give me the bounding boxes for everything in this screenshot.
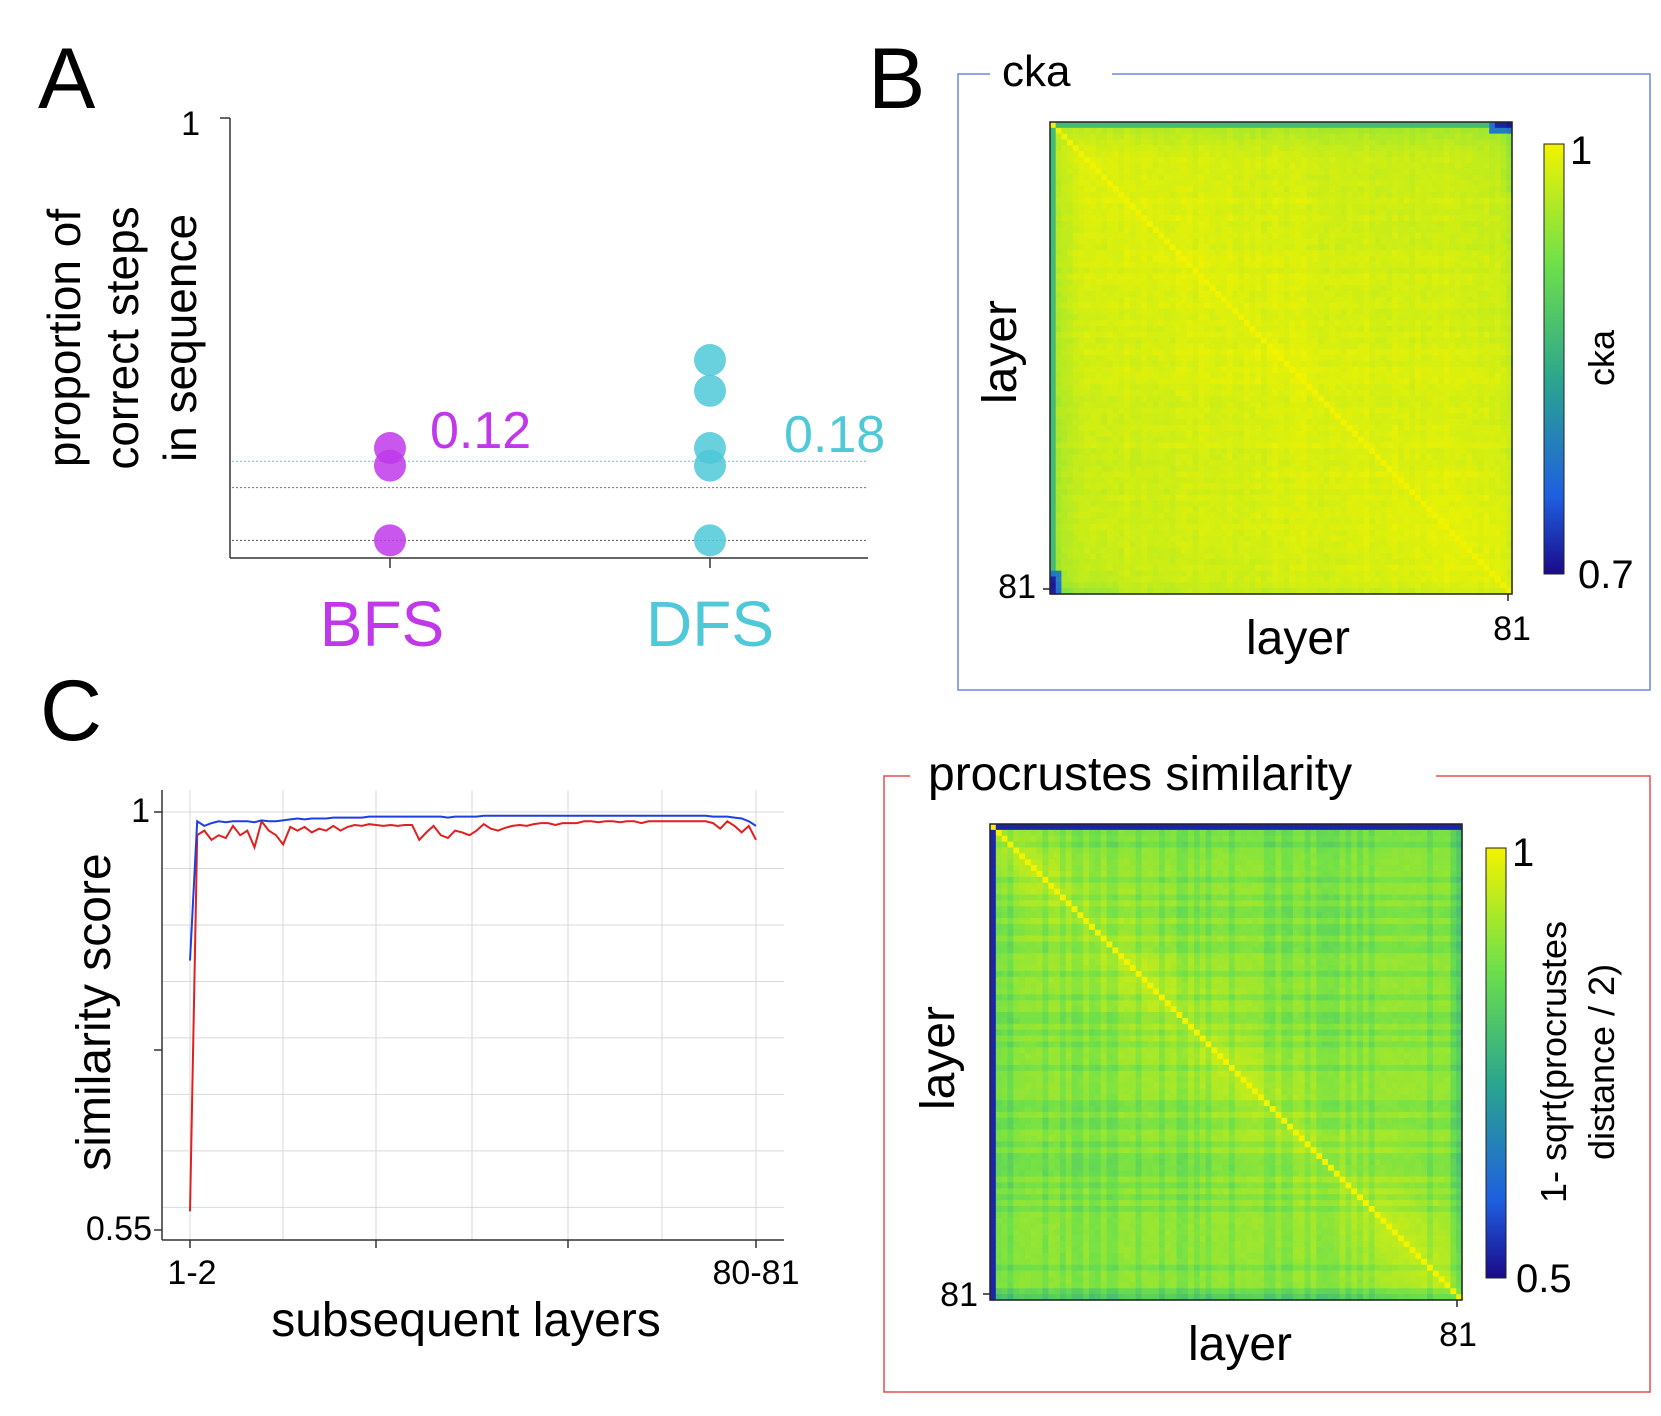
a-ylabel-line-1: proportion of	[38, 209, 90, 467]
cka-frame	[957, 73, 1651, 691]
a-point-bfs-2	[374, 524, 406, 557]
procrustes-colorbar-label-line-1: 1- sqrt(procrustes	[1533, 921, 1574, 1203]
c-ytick-055: 0.55	[86, 1210, 152, 1248]
procrustes-xlabel: layer	[1188, 1318, 1292, 1371]
a-xtick-bfs: BFS	[320, 588, 444, 660]
procrustes-heatmap-cells	[990, 824, 1463, 1301]
panel-a: A 1 proportion of correct steps in seque…	[38, 31, 885, 660]
c-ytick-1: 1	[131, 792, 150, 830]
panel-label-b: B	[868, 31, 925, 127]
a-ylabel-line-3: in sequence	[154, 214, 206, 462]
procrustes-xtick-81: 81	[1439, 1316, 1477, 1354]
a-xtick-dfs: DFS	[646, 588, 774, 660]
panel-label-a: A	[38, 31, 96, 127]
cka-xlabel: layer	[1246, 612, 1350, 665]
cka-colorbar	[1543, 143, 1565, 575]
cka-ylabel: layer	[974, 300, 1027, 404]
a-point-dfs-0	[694, 344, 726, 376]
procrustes-colorbar-max: 1	[1512, 831, 1534, 875]
c-xtick-first: 1-2	[167, 1254, 216, 1292]
panel-b: B cka 81 81 layer layer 1 0.7 cka	[868, 31, 1651, 691]
a-ytick-1: 1	[181, 105, 200, 143]
procrustes-colorbar-min: 0.5	[1516, 1257, 1572, 1301]
cka-colorbar-max: 1	[1570, 129, 1592, 173]
a-ylabel-line-2: correct steps	[96, 206, 148, 469]
cka-ytick-81: 81	[998, 568, 1036, 606]
procrustes-frame	[883, 775, 1651, 1393]
procrustes-title: procrustes similarity	[928, 748, 1352, 801]
a-points	[374, 344, 726, 557]
cka-colorbar-min: 0.7	[1578, 553, 1634, 597]
panel-procrustes: procrustes similarity 81 81 layer layer …	[883, 748, 1651, 1393]
a-ylabel: proportion of correct steps in sequence	[38, 206, 206, 469]
c-ylabel: similarity score	[68, 853, 121, 1170]
a-bfs-mean-label: 0.12	[430, 402, 531, 460]
procrustes-ytick-81: 81	[940, 1276, 978, 1314]
procrustes-colorbar-label-line-2: distance / 2)	[1581, 964, 1622, 1160]
a-point-dfs-4	[694, 524, 726, 557]
c-grid	[162, 790, 784, 1240]
procrustes-ylabel: layer	[912, 1006, 965, 1110]
a-point-dfs-3	[694, 449, 726, 482]
cka-colorbar-label: cka	[1581, 329, 1622, 386]
cka-heatmap-border	[1049, 121, 1513, 595]
c-xtick-last: 80-81	[713, 1254, 800, 1292]
procrustes-colorbar	[1485, 847, 1507, 1279]
a-dfs-mean-label: 0.18	[784, 406, 885, 464]
panel-c: C 1 0.55 1-2 80-81 subsequent layers sim…	[40, 663, 799, 1347]
c-xlabel: subsequent layers	[271, 1294, 661, 1347]
procrustes-colorbar-label: 1- sqrt(procrustes distance / 2)	[1533, 921, 1622, 1203]
a-point-dfs-1	[694, 374, 726, 407]
cka-title: cka	[1002, 47, 1071, 96]
cka-heatmap-cells	[1050, 122, 1513, 595]
c-line-procrustes	[189, 819, 757, 1212]
procrustes-heatmap-border	[989, 823, 1463, 1301]
cka-xtick-81: 81	[1493, 610, 1531, 648]
panel-label-c: C	[40, 663, 102, 759]
a-point-bfs-1	[374, 449, 406, 482]
c-line-cka	[189, 814, 757, 961]
